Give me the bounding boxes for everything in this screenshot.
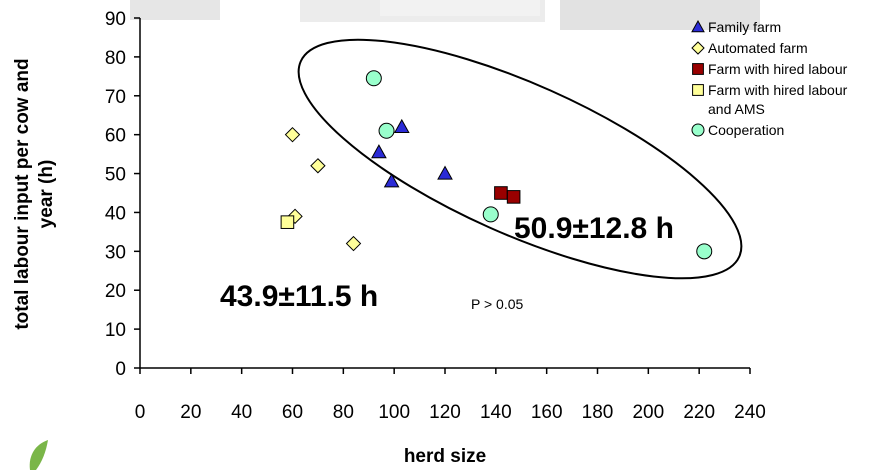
y-tick-label: 30 (105, 242, 126, 263)
legend-marker (691, 41, 705, 55)
data-point (378, 122, 395, 139)
mean-inside-label: 50.9±12.8 h (514, 212, 674, 245)
data-point (365, 70, 382, 87)
x-tick-label: 180 (582, 402, 614, 423)
legend-label: Family farm (708, 19, 781, 35)
data-point (393, 118, 410, 133)
legend-marker (691, 123, 705, 137)
legend-label: Farm with hired labour (708, 61, 848, 77)
x-axis-title: herd size (404, 446, 486, 467)
x-tick-label: 80 (333, 402, 354, 423)
y-axis-title-line-2: year (h) (36, 160, 57, 229)
y-axis-title-line-1: total labour input per cow and (12, 58, 33, 329)
x-tick-label: 0 (135, 402, 146, 423)
p-value-label: P > 0.05 (471, 296, 524, 312)
x-tick-label: 200 (632, 402, 664, 423)
x-tick-label: 140 (480, 402, 512, 423)
mean-outside-label: 43.9±11.5 h (220, 280, 378, 313)
data-point (371, 144, 387, 159)
x-tick-label: 20 (180, 402, 201, 423)
legend: Family farm Automated farm Farm with hired… (691, 19, 848, 138)
y-tick-label: 80 (105, 48, 126, 69)
axis-ticks (134, 17, 751, 374)
axis-tick-labels: 0 10 20 30 40 50 60 70 80 90 0 20 40 60 80 100 120 140 160… (105, 9, 766, 423)
background-photo-strip (130, 0, 760, 30)
y-tick-label: 10 (105, 320, 126, 341)
data-point (482, 206, 499, 223)
data-point (345, 235, 362, 252)
leaf-logo-icon (29, 440, 48, 470)
x-tick-label: 240 (734, 402, 766, 423)
y-tick-label: 0 (115, 359, 126, 380)
axes (139, 18, 750, 369)
data-point (383, 173, 400, 188)
legend-label: and AMS (708, 101, 765, 117)
y-tick-label: 60 (105, 126, 126, 147)
data-point (506, 190, 521, 204)
group-ellipse (297, 38, 743, 280)
y-tick-label: 70 (105, 87, 126, 108)
legend-label: Farm with hired labour (708, 82, 848, 98)
y-tick-label: 50 (105, 165, 126, 186)
data-point (310, 158, 326, 174)
data-point (280, 215, 295, 229)
legend-label: Cooperation (708, 122, 784, 138)
data-points (280, 70, 713, 260)
legend-marker (692, 84, 704, 96)
y-tick-label: 40 (105, 203, 126, 224)
x-tick-label: 40 (231, 402, 252, 423)
y-tick-label: 20 (105, 281, 126, 302)
data-point (696, 243, 713, 260)
x-tick-label: 120 (429, 402, 461, 423)
y-tick-label: 90 (105, 9, 126, 30)
x-tick-label: 60 (282, 402, 303, 423)
legend-marker (692, 63, 704, 75)
x-tick-label: 160 (531, 402, 563, 423)
x-tick-label: 100 (378, 402, 410, 423)
data-point (494, 186, 508, 200)
data-point (284, 126, 301, 143)
legend-label: Automated farm (708, 40, 808, 56)
data-point (437, 165, 453, 180)
y-axis-title: total labour input per cow and year (h) (12, 58, 57, 329)
x-tick-label: 220 (683, 402, 715, 423)
legend-marker (691, 19, 705, 33)
